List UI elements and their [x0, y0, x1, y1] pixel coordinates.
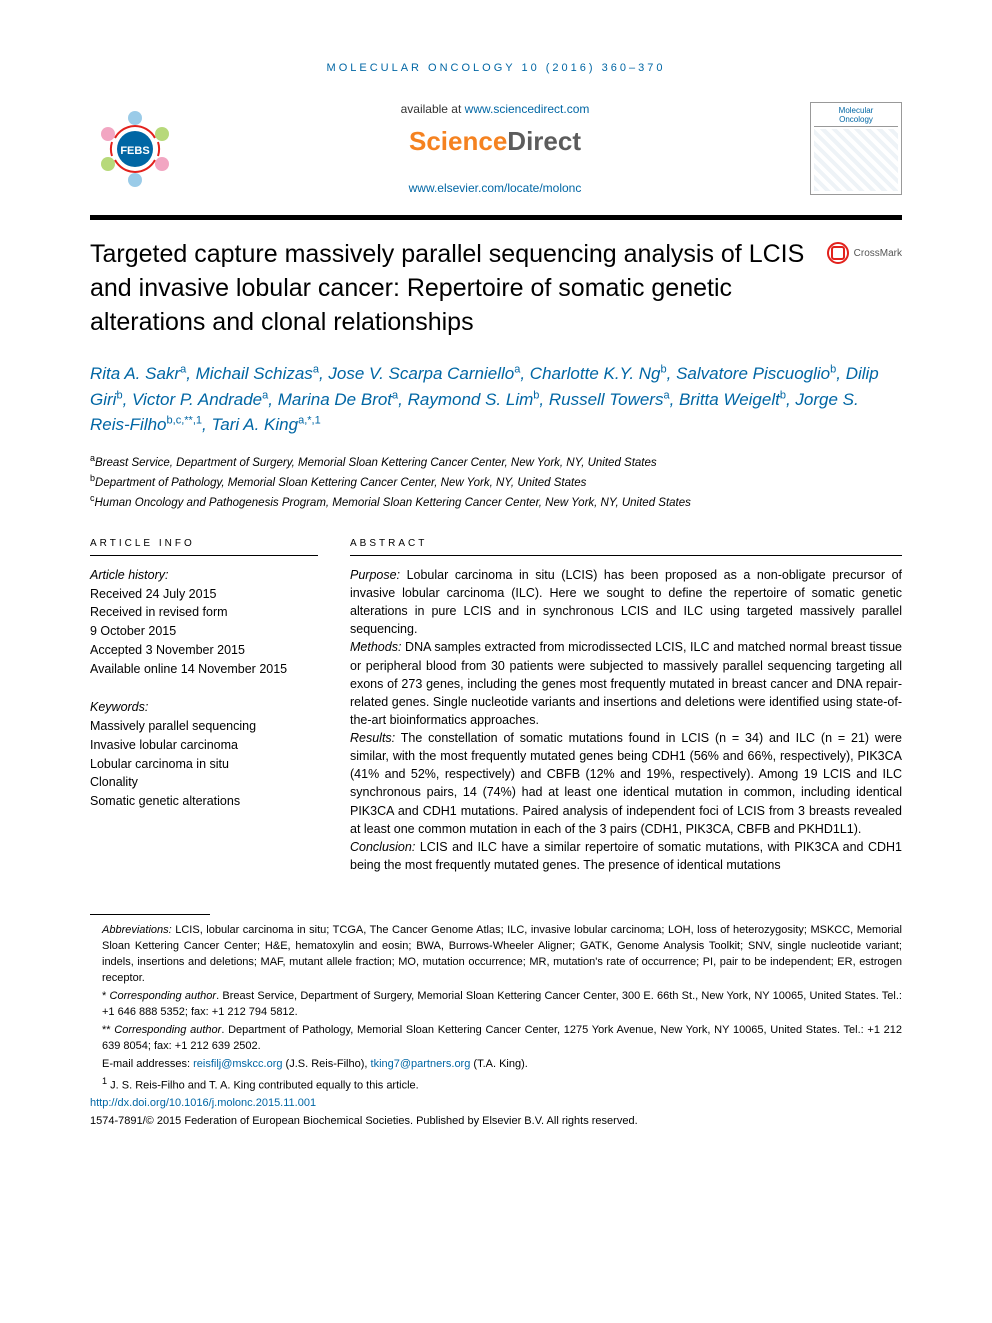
crossmark-badge[interactable]: CrossMark [827, 242, 902, 264]
email-link-1[interactable]: reisfilj@mskcc.org [193, 1058, 282, 1070]
footnote-rule [90, 914, 210, 915]
copyright-line: 1574-7891/© 2015 Federation of European … [90, 1114, 902, 1130]
article-history: Article history: Received 24 July 2015Re… [90, 566, 318, 679]
footnotes: Abbreviations: LCIS, lobular carcinoma i… [90, 923, 902, 1130]
sciencedirect-link[interactable]: www.sciencedirect.com [465, 102, 590, 116]
article-title: Targeted capture massively parallel sequ… [90, 238, 807, 339]
keywords: Keywords: Massively parallel sequencingI… [90, 698, 318, 811]
article-info-label: ARTICLE INFO [90, 538, 318, 556]
abstract-label: ABSTRACT [350, 538, 902, 556]
febs-text: FEBS [120, 145, 149, 157]
journal-locate-link[interactable]: www.elsevier.com/locate/molonc [180, 181, 810, 195]
email-link-2[interactable]: tking7@partners.org [371, 1058, 471, 1070]
author-list: Rita A. Sakra, Michail Schizasa, Jose V.… [90, 361, 902, 438]
crossmark-icon [827, 242, 849, 264]
affiliations: aBreast Service, Department of Surgery, … [90, 452, 902, 512]
journal-cover-thumb: Molecular Oncology [810, 102, 902, 195]
available-at: available at www.sciencedirect.com [180, 102, 810, 116]
abstract-text: Purpose: Lobular carcinoma in situ (LCIS… [350, 566, 902, 874]
running-head: MOLECULAR ONCOLOGY 10 (2016) 360–370 [90, 62, 902, 74]
divider-bar [90, 215, 902, 220]
masthead: FEBS available at www.sciencedirect.com [90, 92, 902, 209]
febs-press-logo: FEBS [90, 104, 180, 194]
doi-link[interactable]: http://dx.doi.org/10.1016/j.molonc.2015.… [90, 1097, 316, 1109]
sciencedirect-logo: ScienceDirect [180, 126, 810, 157]
